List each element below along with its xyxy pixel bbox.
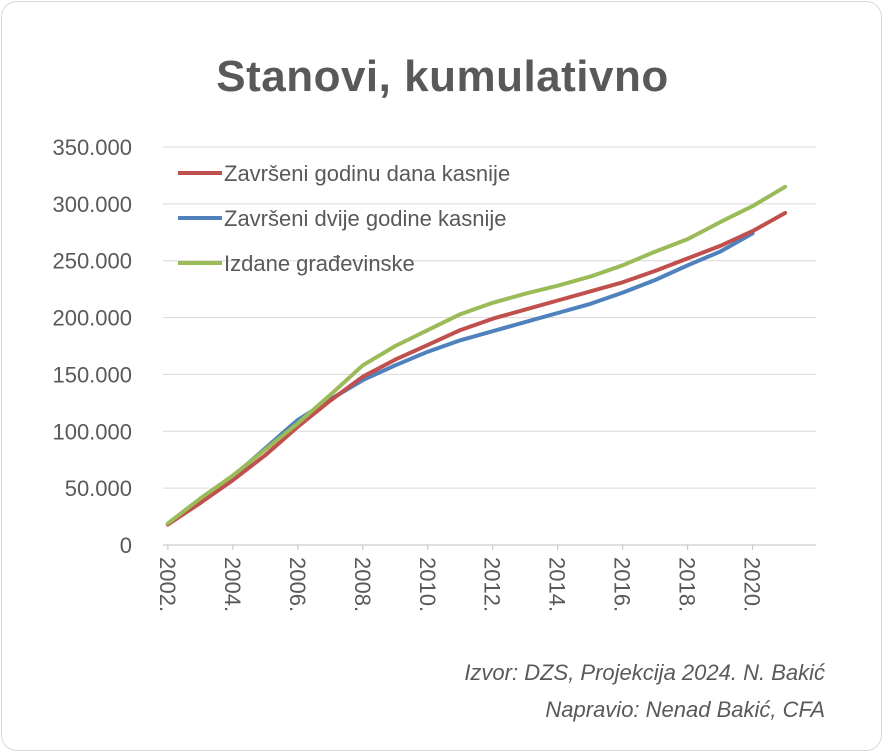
author-note: Napravio: Nenad Bakić, CFA [545, 697, 825, 722]
legend-label: Završeni dvije godine kasnije [224, 206, 507, 231]
x-tick-label: 2012. [480, 557, 505, 612]
series-line-2 [165, 184, 788, 526]
legend: Završeni godinu dana kasnije Završeni dvi… [178, 161, 510, 276]
y-tick-label: 100.000 [52, 419, 132, 444]
y-tick-label: 250.000 [52, 249, 132, 274]
y-tick-label: 50.000 [65, 476, 132, 501]
chart-title: Stanovi, kumulativno [216, 52, 669, 101]
series-line-0 [165, 211, 788, 527]
y-tick-label: 200.000 [52, 306, 132, 331]
legend-label: Izdane građevinske [224, 251, 415, 276]
x-tick-label: 2020. [740, 557, 765, 612]
y-tick-label: 150.000 [52, 362, 132, 387]
x-tick-label: 2010. [415, 557, 440, 612]
source-note: Izvor: DZS, Projekcija 2024. N. Bakić [464, 660, 825, 685]
x-tick-label: 2006. [285, 557, 310, 612]
series-lines [165, 184, 788, 527]
y-axis-ticks: 0 50.000 100.000 150.000 200.000 250.000 300.0… [52, 135, 132, 558]
y-tick-label: 300.000 [52, 192, 132, 217]
x-axis-ticks: 2002. 2004. 2006. 2008. 2010. 2012. 2014. 2016.… [155, 545, 765, 612]
x-tick-label: 2018. [675, 557, 700, 612]
x-tick-label: 2004. [220, 557, 245, 612]
y-tick-label: 0 [120, 533, 132, 558]
x-tick-label: 2002. [155, 557, 180, 612]
x-tick-label: 2008. [350, 557, 375, 612]
x-tick-label: 2016. [610, 557, 635, 612]
x-tick-label: 2014. [545, 557, 570, 612]
legend-label: Završeni godinu dana kasnije [224, 161, 510, 186]
series-line-1 [165, 231, 755, 527]
gridlines [163, 146, 816, 546]
y-tick-label: 350.000 [52, 135, 132, 160]
